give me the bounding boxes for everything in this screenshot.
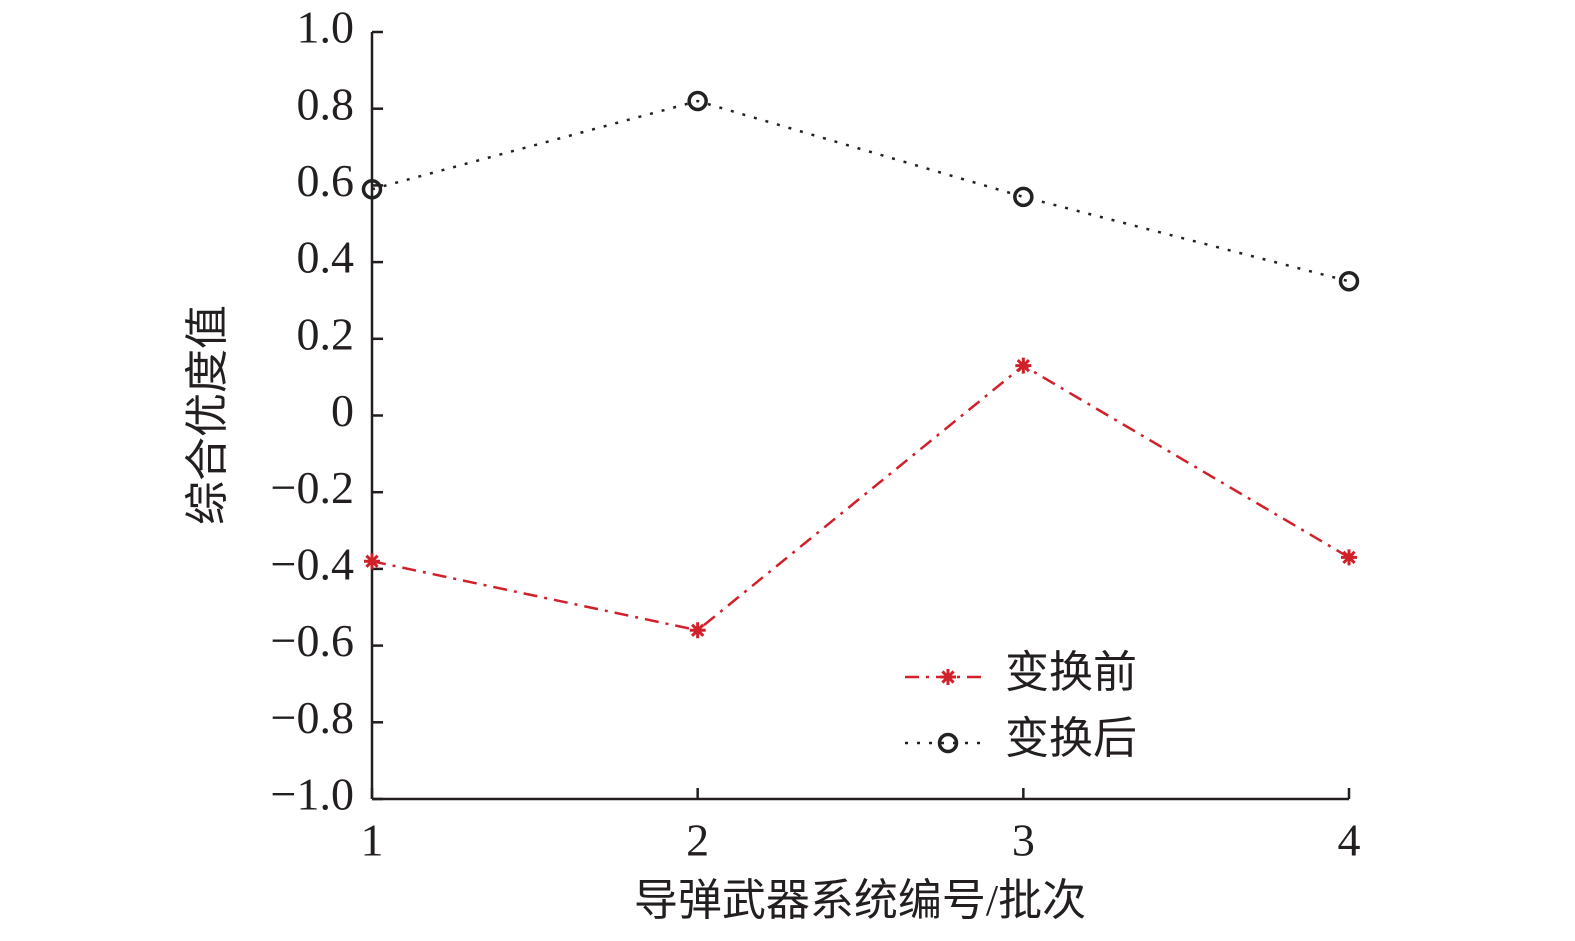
legend-marker bbox=[937, 732, 959, 754]
data-point bbox=[1338, 271, 1360, 292]
series-line bbox=[371, 364, 1350, 632]
y-tick-label: 0.6 bbox=[297, 155, 355, 206]
x-tick-label: 3 bbox=[1012, 815, 1035, 866]
data-point bbox=[689, 622, 706, 639]
y-tick-label: −0.2 bbox=[271, 462, 354, 513]
series-line bbox=[371, 99, 1350, 283]
legend-marker bbox=[940, 669, 956, 685]
x-tick-label: 1 bbox=[361, 815, 384, 866]
data-point bbox=[1013, 186, 1034, 208]
data-point bbox=[361, 178, 383, 200]
legend-label: 变换前 bbox=[1005, 648, 1137, 697]
data-point bbox=[687, 90, 708, 112]
data-point bbox=[1341, 549, 1357, 566]
legend-label: 变换后 bbox=[1005, 714, 1137, 763]
y-tick-label: −0.4 bbox=[271, 538, 354, 589]
x-tick-label: 2 bbox=[686, 815, 709, 866]
y-tick-label: 0 bbox=[331, 385, 354, 436]
x-axis-label: 导弹武器系统编号/批次 bbox=[634, 876, 1086, 925]
x-tick-label: 4 bbox=[1338, 815, 1361, 866]
data-point bbox=[1015, 357, 1032, 374]
y-tick-label: −0.8 bbox=[271, 692, 354, 743]
y-tick-label: 1.0 bbox=[297, 2, 355, 53]
y-tick-label: 0.8 bbox=[297, 78, 355, 129]
data-point bbox=[364, 553, 380, 570]
y-axis-label: 综合优度值 bbox=[183, 305, 232, 525]
y-tick-label: −0.6 bbox=[271, 615, 354, 666]
y-tick-label: 0.4 bbox=[297, 232, 355, 283]
y-tick-label: −1.0 bbox=[271, 769, 354, 820]
y-tick-label: 0.2 bbox=[297, 308, 355, 359]
